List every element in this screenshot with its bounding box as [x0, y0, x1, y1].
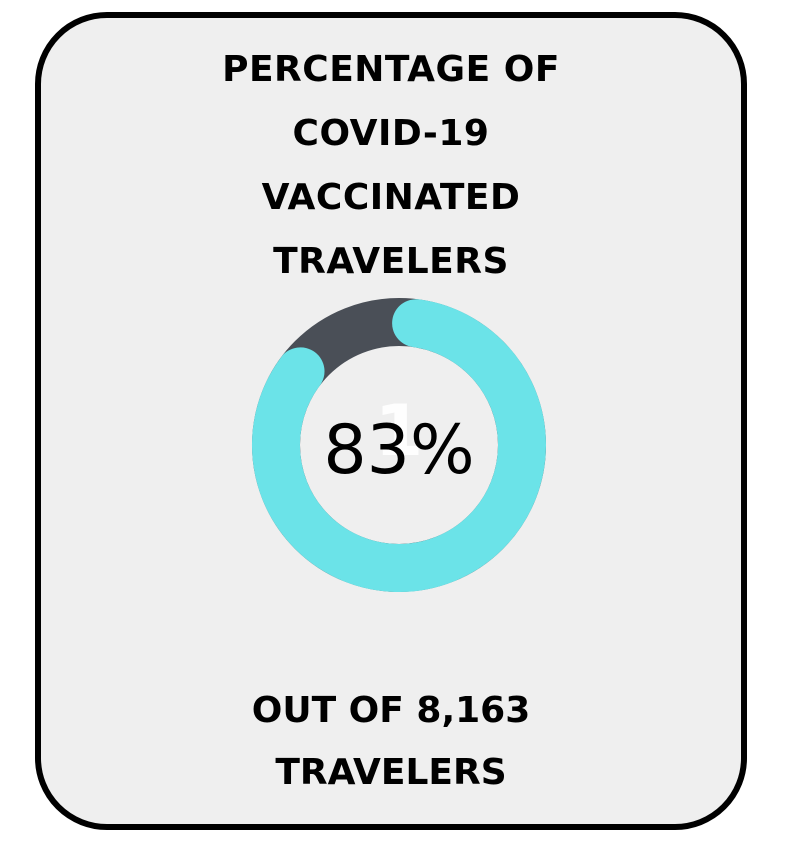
watermark-number: 1 [375, 390, 424, 472]
footer-line-1: OUT OF 8,163 [251, 690, 531, 731]
center-percent-label: 83% [323, 411, 474, 490]
chart-title: PERCENTAGE OF COVID-19 VACCINATED TRAVEL… [41, 38, 741, 294]
title-line-4: TRAVELERS [273, 241, 509, 282]
donut-slice-vaccinated [252, 299, 546, 592]
footer-line-2: TRAVELERS [275, 752, 507, 793]
chart-footer: OUT OF 8,163 TRAVELERS [41, 680, 741, 804]
donut-chart: 1 83% [252, 298, 546, 592]
infographic-card: PERCENTAGE OF COVID-19 VACCINATED TRAVEL… [35, 12, 747, 830]
title-line-1: PERCENTAGE OF [222, 49, 560, 90]
title-line-2: COVID-19 [292, 113, 490, 154]
title-line-3: VACCINATED [261, 177, 521, 218]
